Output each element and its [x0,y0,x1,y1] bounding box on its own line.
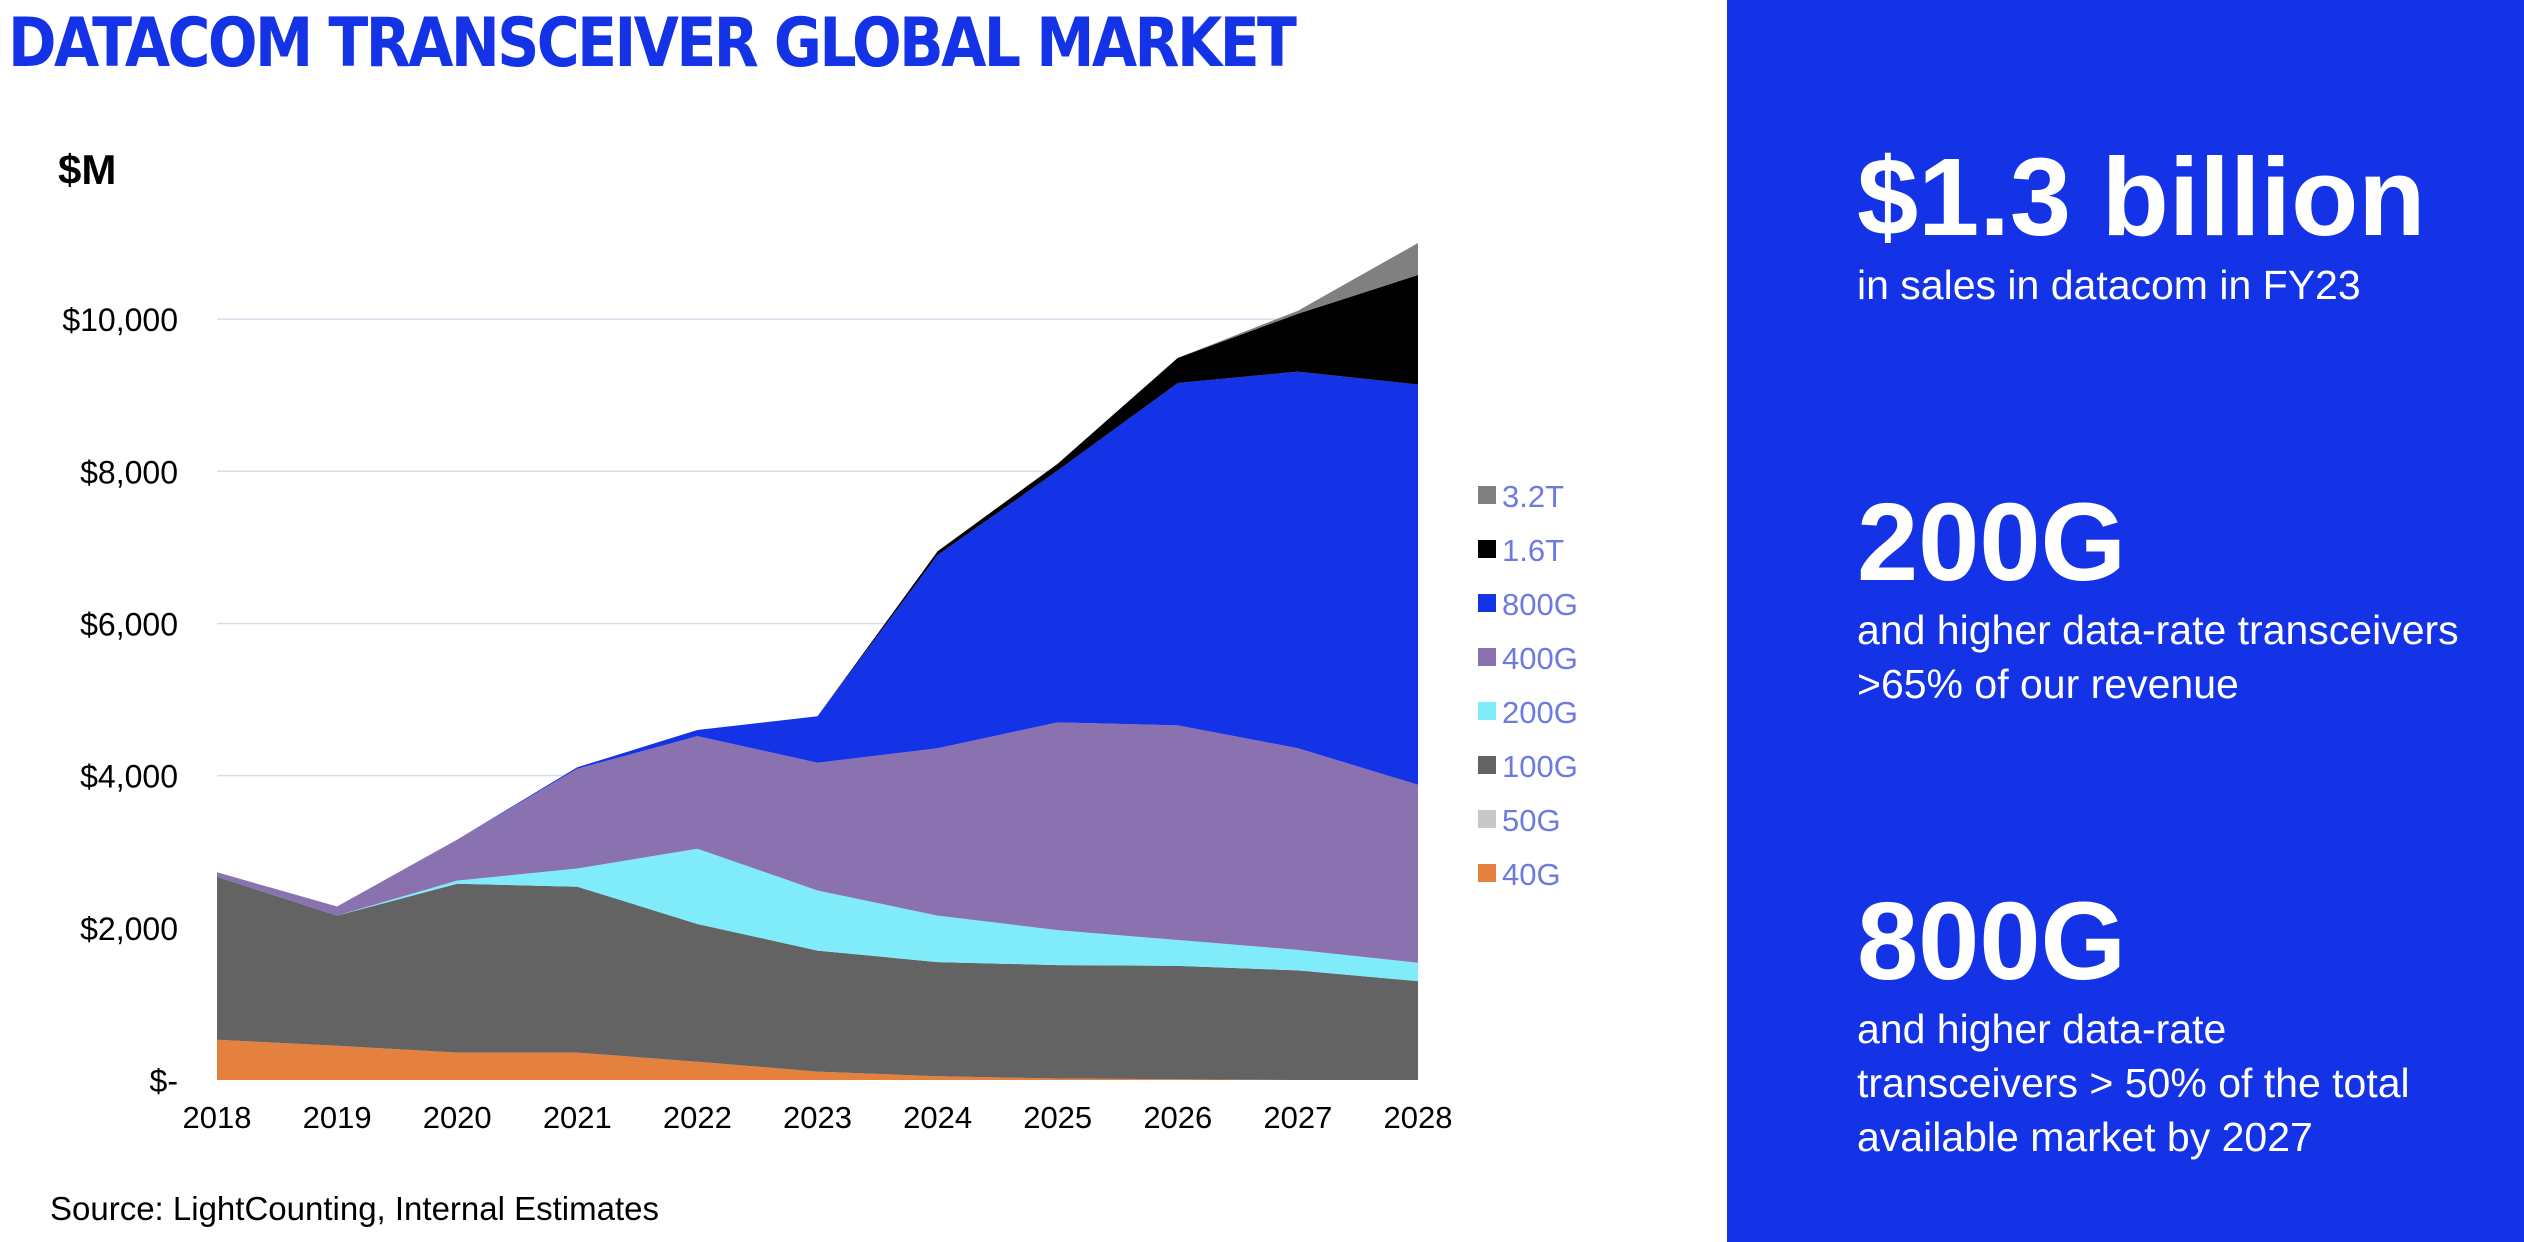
x-tick-label: 2023 [783,1100,852,1135]
stat-800g: 800G and higher data-rate transceivers >… [1857,882,2410,1164]
legend-swatch [1478,648,1496,666]
legend-label: 1.6T [1502,533,1564,568]
y-axis-ticks: $- $2,000 $4,000 $6,000 $8,000 $10,000 [62,302,178,1099]
chart-areas [217,243,1418,1080]
stat-200g-line: and higher data-rate transceivers [1857,607,2459,653]
legend-swatch [1478,864,1496,882]
x-tick-label: 2022 [663,1100,732,1135]
y-tick-label: $2,000 [80,911,178,947]
legend-item: 100G [1478,749,1578,784]
legend-swatch [1478,756,1496,774]
x-axis-ticks: 2018 2019 2020 2021 2022 2023 2024 2025 2026 2027… [183,1100,1453,1135]
legend-swatch [1478,540,1496,558]
legend-label: 800G [1502,587,1578,622]
area-40g [217,1039,1418,1080]
legend-item: 200G [1478,695,1578,730]
stacked-area-chart: $-$2,000$4,000$6,000$8,000$10,000 2018 20… [62,243,1578,1135]
stat-800g-line: and higher data-rate [1857,1006,2227,1052]
legend-swatch [1478,702,1496,720]
y-tick-label: $10,000 [62,302,178,338]
x-tick-label: 2024 [903,1100,972,1135]
stat-200g-headline: 200G [1857,481,2127,604]
x-tick-label: 2028 [1384,1100,1453,1135]
legend-label: 50G [1502,803,1561,838]
legend-swatch [1478,594,1496,612]
legend-swatch [1478,810,1496,828]
legend-item: 40G [1478,857,1561,892]
stat-200g-line: >65% of our revenue [1857,661,2239,707]
legend-label: 3.2T [1502,479,1564,514]
area-100g [217,876,1418,1080]
page-title: DATACOM TRANSCEIVER GLOBAL MARKET [8,4,1297,83]
legend-item: 1.6T [1478,533,1564,568]
area-200g [217,848,1418,982]
stat-sales: $1.3 billion in sales in datacom in FY23 [1857,138,2425,312]
x-tick-label: 2025 [1023,1100,1092,1135]
legend-label: 100G [1502,749,1578,784]
y-axis-unit-label: $M [58,146,117,193]
legend-item: 400G [1478,641,1578,676]
stat-sales-headline: $1.3 billion [1857,136,2426,259]
stat-800g-line: available market by 2027 [1857,1114,2313,1160]
y-tick-label: $- [150,1063,178,1099]
y-tick-label: $6,000 [80,606,178,642]
legend-item: 50G [1478,803,1561,838]
highlights-panel: $1.3 billion in sales in datacom in FY23… [1727,0,2524,1242]
y-tick-label: $4,000 [80,759,178,795]
x-tick-label: 2026 [1143,1100,1212,1135]
x-tick-label: 2021 [543,1100,612,1135]
x-tick-label: 2019 [303,1100,372,1135]
y-tick-label: $8,000 [80,454,178,490]
stat-800g-line: transceivers > 50% of the total [1857,1060,2410,1106]
stat-200g: 200G and higher data-rate transceivers >… [1857,483,2459,711]
x-tick-label: 2018 [183,1100,252,1135]
x-tick-label: 2020 [423,1100,492,1135]
area-800g [217,371,1418,907]
legend-label: 40G [1502,857,1561,892]
legend: 3.2T 1.6T 800G 400G 200G 100G 50G 40G [1478,479,1578,892]
stat-sales-line: in sales in datacom in FY23 [1857,262,2361,308]
area-1-6t [217,275,1418,907]
x-tick-label: 2027 [1263,1100,1332,1135]
area-400g [217,722,1418,963]
legend-label: 200G [1502,695,1578,730]
legend-swatch [1478,486,1496,504]
source-note: Source: LightCounting, Internal Estimate… [50,1190,660,1227]
legend-item: 3.2T [1478,479,1564,514]
legend-item: 800G [1478,587,1578,622]
stat-800g-headline: 800G [1857,880,2127,1003]
legend-label: 400G [1502,641,1578,676]
